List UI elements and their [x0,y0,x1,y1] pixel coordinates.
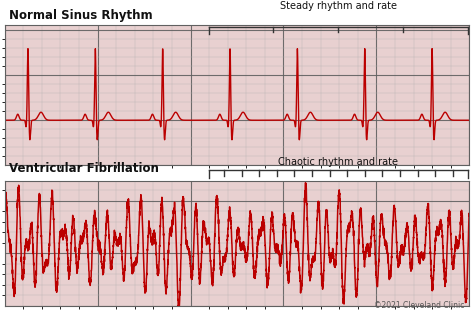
Text: Steady rhythm and rate: Steady rhythm and rate [280,1,397,11]
Text: ©2021 Cleveland Clinic: ©2021 Cleveland Clinic [374,301,465,310]
Text: Chaotic rhythm and rate: Chaotic rhythm and rate [278,157,399,167]
Text: Ventricular Fibrillation: Ventricular Fibrillation [9,162,159,175]
Text: Normal Sinus Rhythm: Normal Sinus Rhythm [9,9,153,22]
